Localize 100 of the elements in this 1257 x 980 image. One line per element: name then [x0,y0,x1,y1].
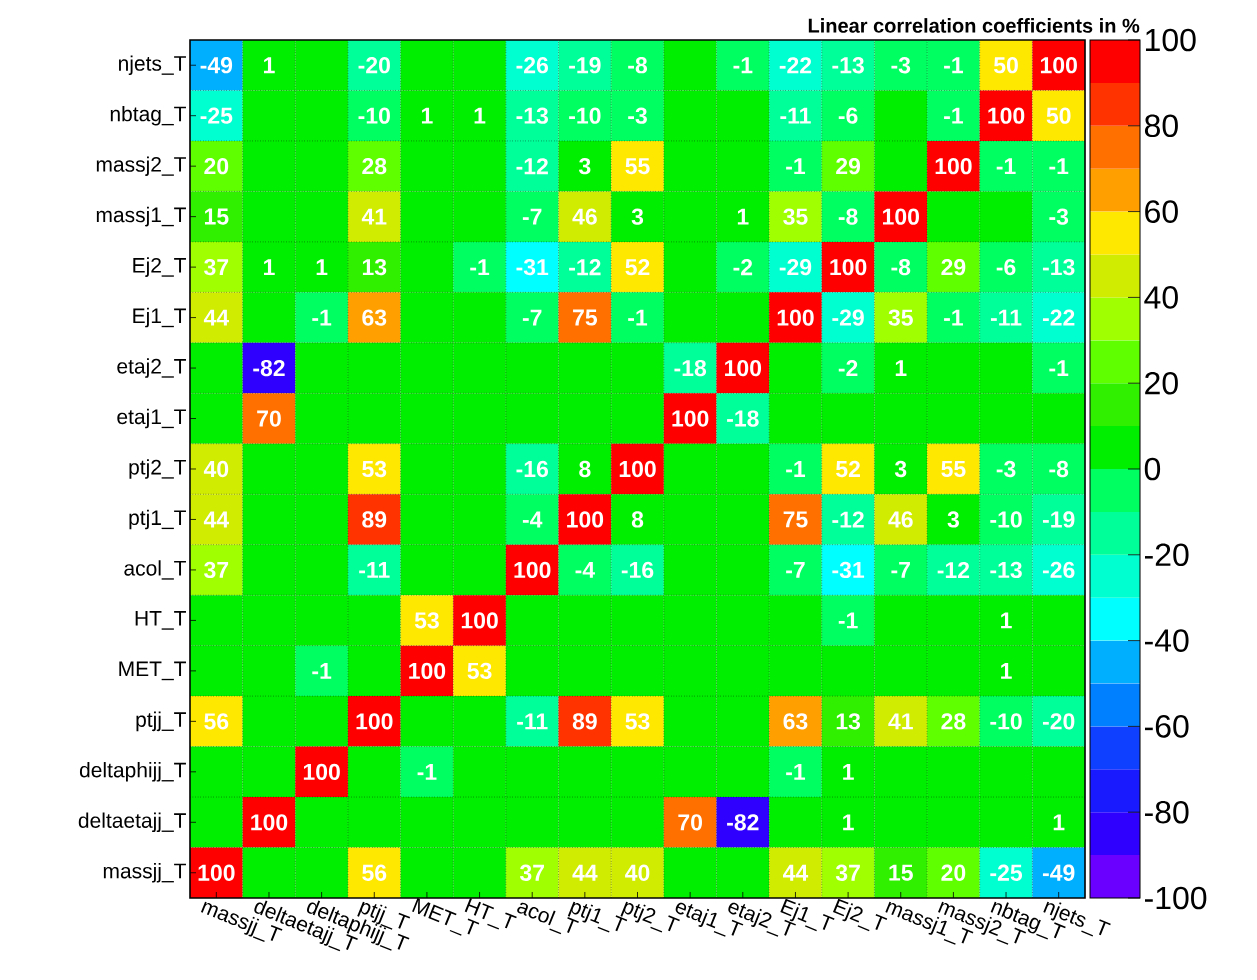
data-label: 53 [414,612,439,629]
data-label: 3 [894,460,907,478]
data-label: -13 [832,57,864,74]
color-bar-label: -40 [1144,629,1189,652]
data-label: -10 [990,511,1022,528]
y-tick-label: massjj_T [103,862,186,883]
data-label: 44 [203,309,229,326]
data-label: 3 [631,208,644,225]
data-label: -4 [575,562,595,578]
data-label: 100 [514,561,551,579]
data-label: -11 [517,713,548,730]
data-label: 100 [883,208,919,225]
data-label: 1 [421,107,433,124]
data-label: -19 [1042,511,1075,528]
data-label: 40 [625,864,650,881]
data-label: 63 [783,713,808,730]
data-label: -8 [838,208,858,225]
data-label: -6 [996,258,1016,276]
data-label: -8 [891,258,911,276]
data-label: 75 [573,309,598,326]
data-label: 100 [198,864,235,881]
data-label: -26 [516,57,548,74]
data-label: -82 [253,359,285,377]
data-label: -3 [628,107,647,124]
data-label: -1 [417,763,437,780]
data-label: -1 [944,107,963,124]
data-label: -18 [727,410,759,427]
data-label: 56 [362,864,387,881]
data-label: 70 [257,410,281,427]
y-tick-label: nbtag_T [110,105,186,126]
color-bar-label: 60 [1145,200,1178,223]
data-label: 100 [409,662,446,680]
data-label: -8 [1049,460,1069,478]
data-label: -2 [733,259,753,276]
data-label: 89 [362,511,387,528]
data-label: -22 [779,57,812,74]
data-label: 28 [362,158,387,175]
data-label: -1 [944,57,963,74]
data-label: 50 [993,57,1018,74]
data-label: 37 [204,561,229,579]
data-label: -25 [200,107,233,124]
y-tick-label: deltaphijj_T [79,762,186,782]
data-label: 3 [947,511,959,528]
data-label: 100 [935,158,972,175]
y-tick-label: ptj1_T [129,509,186,530]
y-tick-label: deltaetajj_T [78,812,186,833]
data-label: -13 [516,107,548,124]
data-label: 29 [836,158,861,175]
data-label: -22 [1042,309,1075,326]
data-label: 70 [678,814,703,831]
data-label: 100 [830,258,867,276]
data-label: 100 [356,713,393,730]
data-label: 100 [251,814,288,831]
data-label: -1 [1049,360,1069,376]
data-label: 53 [362,460,387,478]
data-label: 13 [362,258,387,276]
data-label: 100 [725,359,762,377]
data-label: -12 [569,259,601,276]
y-tick-label: HT_T [135,611,186,630]
data-label: -1 [312,662,332,679]
data-label: 20 [941,864,966,881]
data-label: 29 [941,258,966,276]
data-label: 53 [467,662,492,680]
data-label: 40 [203,460,229,478]
data-label: 46 [572,208,597,225]
data-label: -29 [832,309,864,326]
data-label: -49 [200,57,233,74]
data-label: -11 [359,562,390,578]
data-label: 50 [1046,107,1071,124]
data-label: -1 [838,612,858,629]
color-bar-label: 0 [1144,457,1161,481]
data-label: 1 [895,360,907,376]
data-label: 8 [631,511,644,528]
data-label: 53 [625,713,650,730]
data-label: -13 [990,561,1022,579]
data-label: 37 [204,258,229,276]
data-label: 63 [362,309,387,326]
data-label: -26 [1042,561,1075,579]
data-label: 13 [836,713,861,730]
data-label: -7 [891,562,910,578]
data-label: 46 [888,511,913,528]
data-label: 1 [264,57,275,74]
data-label: -20 [358,57,390,74]
data-label: -2 [838,360,858,377]
data-label: 1 [843,814,854,831]
data-label: -31 [516,258,549,276]
data-label: 1 [737,208,749,225]
data-label: -11 [780,107,811,124]
data-label: 100 [988,107,1025,124]
data-label: -29 [779,258,812,276]
data-label: 20 [204,158,229,175]
data-label: -8 [628,57,648,74]
data-label: 3 [579,158,591,175]
data-label: 15 [889,864,913,881]
data-label: 35 [783,208,808,225]
data-label: -16 [516,460,548,478]
data-label: 1 [264,259,275,276]
y-tick-label: MET_T [119,661,186,681]
data-label: -12 [832,511,864,528]
data-label: -12 [516,158,548,175]
